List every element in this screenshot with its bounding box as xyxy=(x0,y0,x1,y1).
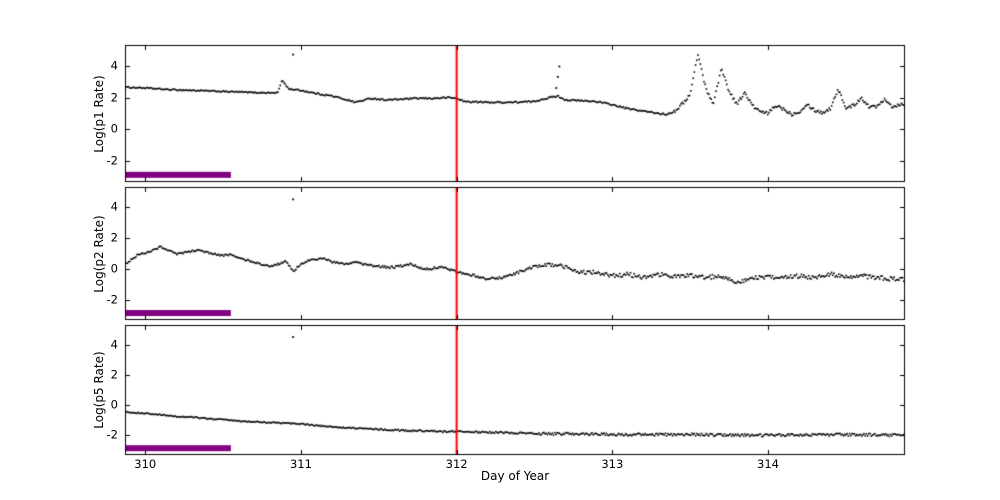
y-tick-label: 0 xyxy=(110,261,118,276)
x-tick-label: 314 xyxy=(757,457,779,471)
x-tick-label: 313 xyxy=(601,457,624,471)
y-tick-label: 4 xyxy=(110,337,118,352)
y-tick-label: 0 xyxy=(110,121,118,136)
x-tick-label: 311 xyxy=(289,457,312,471)
y-tick-label: -2 xyxy=(106,427,118,442)
y-axis-label-p5: Log(p5 Rate) xyxy=(92,351,106,429)
y-tick-label: 4 xyxy=(110,58,118,73)
y-axis-label-p1: Log(p1 Rate) xyxy=(92,75,106,153)
y-tick-label: -2 xyxy=(106,292,118,307)
y-tick-label: 4 xyxy=(110,199,118,214)
y-axis-label-p2: Log(p2 Rate) xyxy=(92,215,106,293)
y-tick-label: -2 xyxy=(106,153,118,168)
y-tick-label: 2 xyxy=(110,230,118,245)
x-tick-label: 312 xyxy=(445,457,468,471)
y-tick-label: 2 xyxy=(110,90,118,105)
y-tick-label: 2 xyxy=(110,367,118,382)
y-tick-label: 0 xyxy=(110,397,118,412)
x-tick-label: 310 xyxy=(134,457,157,471)
x-axis-label: Day of Year xyxy=(480,469,550,483)
